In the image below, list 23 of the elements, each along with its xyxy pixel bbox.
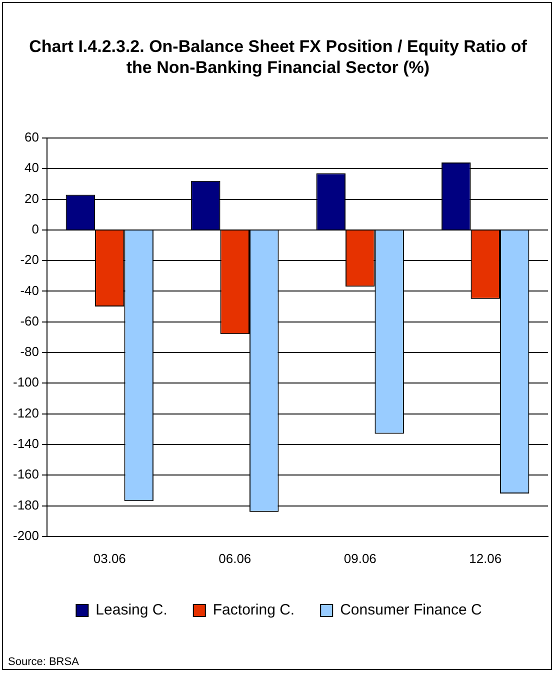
x-tick-label: 09.06 (344, 550, 376, 566)
y-tick-label: -20 (20, 252, 40, 268)
y-tick-label: -40 (20, 282, 40, 298)
y-tick-label: 60 (24, 130, 40, 145)
y-tick-label: -120 (12, 405, 40, 420)
y-tick-label: -140 (12, 436, 40, 452)
y-tick-label: -100 (12, 374, 40, 390)
legend-label: Leasing C. (96, 602, 168, 619)
y-tick-label: 40 (24, 160, 40, 176)
y-tick-label: -180 (12, 497, 40, 512)
y-tick-label: 20 (24, 190, 40, 206)
y-tick-label: 0 (32, 222, 40, 237)
legend-label: Factoring C. (212, 602, 295, 619)
source-note: Source: BRSA (8, 656, 79, 668)
y-tick-label: -160 (12, 466, 40, 482)
y-tick-label: -200 (12, 528, 40, 543)
y-tick-label: -60 (20, 313, 40, 328)
x-tick-label: 12.06 (469, 550, 502, 566)
chart-title: Chart I.4.2.3.2. On-Balance Sheet FX Position / Equity Ratio of the Non-Banking Financial Sector (%) (28, 36, 528, 78)
x-tick-label: 03.06 (93, 550, 126, 566)
legend-label: Consumer Finance C (340, 602, 482, 619)
x-tick-label: 06.06 (218, 550, 252, 566)
y-tick-label: -80 (20, 344, 40, 360)
